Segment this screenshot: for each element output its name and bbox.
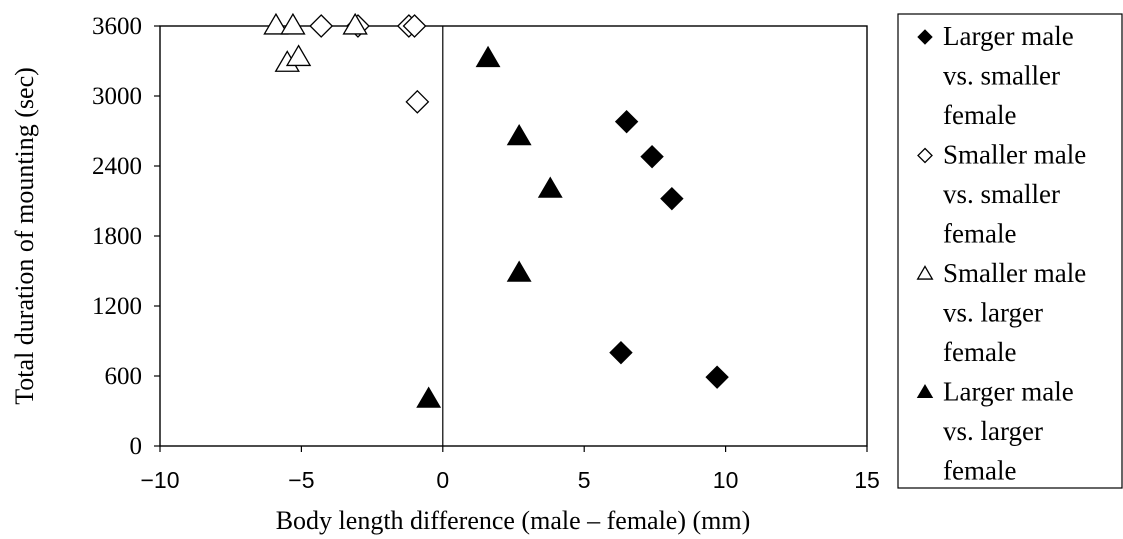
x-tick-label: 5 <box>578 467 591 493</box>
triangle-point <box>342 12 368 35</box>
x-tick-label: 15 <box>854 467 880 493</box>
series-2 <box>309 14 430 114</box>
legend-item-3: Smaller male vs. larger female <box>916 258 1086 367</box>
x-tick-label: 0 <box>436 467 449 493</box>
triangle-point <box>537 176 563 198</box>
diamond-point <box>705 365 729 389</box>
legend-box <box>897 13 1123 489</box>
y-tick-label: 2400 <box>92 153 142 180</box>
triangle-legend-icon <box>916 265 934 280</box>
legend-label-line: Larger male <box>943 21 1074 51</box>
diamond-point <box>309 14 334 38</box>
plot-area-frame <box>159 25 868 447</box>
x-tick-label: 10 <box>713 467 739 493</box>
legend-item-4: Larger male vs. larger female <box>916 377 1074 486</box>
x-axis-label: Body length difference (male – female) (… <box>276 506 751 535</box>
x-tick-label: −5 <box>288 467 314 493</box>
diamond-point <box>402 14 427 38</box>
triangle-point <box>506 260 532 282</box>
y-tick-label: 3000 <box>92 83 142 110</box>
diamond-legend-icon <box>917 147 933 164</box>
legend-label-line: Larger male <box>943 377 1074 407</box>
triangle-point <box>475 45 501 68</box>
legend-item-1: Larger male vs. smaller female <box>917 21 1074 130</box>
triangle-point <box>280 12 306 35</box>
legend-label-line: female <box>943 337 1016 367</box>
y-tick-label: 3600 <box>92 13 142 40</box>
y-axis-label: Total duration of mounting (sec) <box>10 67 39 405</box>
diamond-point <box>405 89 430 114</box>
x-tick-label: −10 <box>140 467 179 493</box>
legend-label-line: female <box>943 219 1016 249</box>
legend-label-line: vs. larger <box>943 416 1043 446</box>
triangle-point <box>285 44 312 67</box>
legend-label-line: Smaller male <box>943 140 1086 170</box>
y-axis-ticks: 0 600 1200 1800 2400 3000 3600 <box>92 13 160 460</box>
data-points <box>263 12 729 408</box>
legend-label-line: Smaller male <box>943 258 1086 288</box>
legend-label-line: vs. smaller <box>943 61 1060 91</box>
legend-label-line: vs. smaller <box>943 179 1060 209</box>
series-4 <box>416 45 563 408</box>
diamond-point <box>609 340 633 365</box>
triangle-point <box>416 386 442 408</box>
legend-label-line: vs. larger <box>943 298 1043 328</box>
triangle-point <box>263 12 289 35</box>
diamond-point <box>614 109 639 134</box>
diamond-point <box>660 186 684 211</box>
y-tick-label: 1200 <box>92 293 142 320</box>
legend-label-line: female <box>943 456 1016 486</box>
series-1 <box>609 109 729 389</box>
legend-item-2: Smaller male vs. smaller female <box>917 140 1086 249</box>
triangle-legend-icon <box>916 383 934 399</box>
legend-label-line: female <box>943 100 1016 130</box>
diamond-point <box>640 144 664 169</box>
series-3 <box>263 12 368 72</box>
diamond-legend-icon <box>917 29 933 45</box>
x-axis-ticks: −10 −5 0 5 10 15 <box>140 446 880 493</box>
y-tick-label: 0 <box>130 433 143 460</box>
y-tick-label: 600 <box>105 363 143 390</box>
triangle-point <box>506 123 532 146</box>
y-tick-label: 1800 <box>92 223 142 250</box>
